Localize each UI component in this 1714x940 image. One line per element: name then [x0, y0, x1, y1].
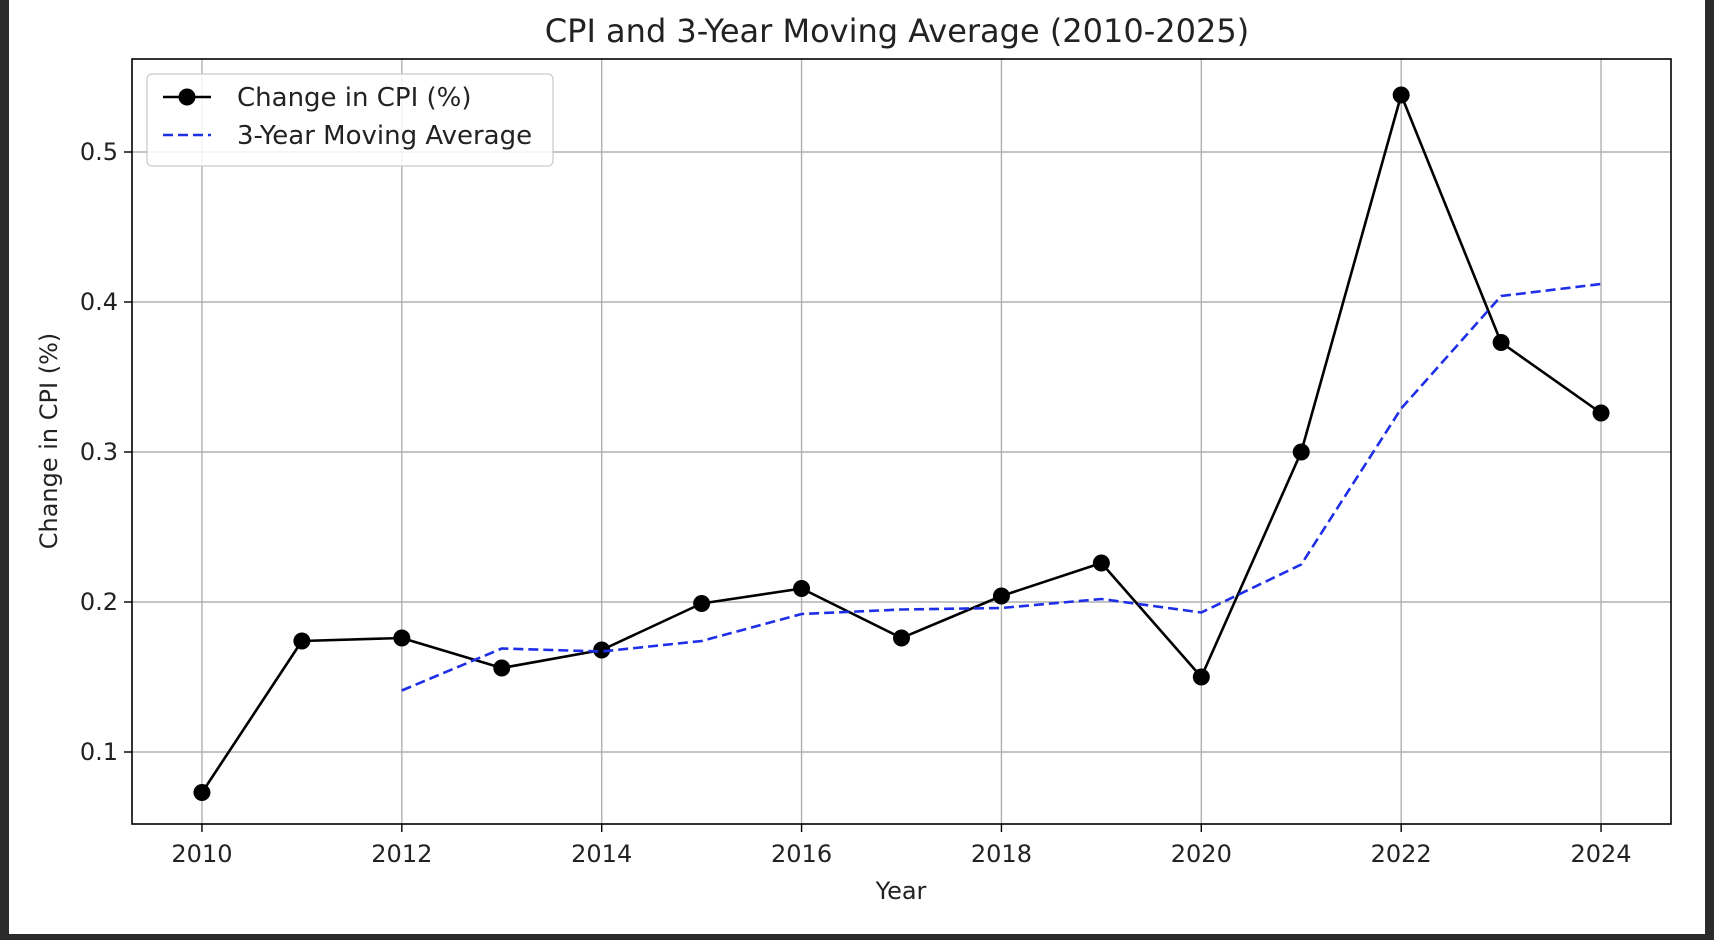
x-axis-label: Year	[875, 877, 927, 905]
chart-title: CPI and 3-Year Moving Average (2010-2025…	[545, 12, 1249, 50]
data-point	[193, 784, 211, 801]
y-tick-label: 0.1	[80, 738, 118, 766]
series-line-change-in-cpi	[200, 93, 1602, 794]
series-change-in-cpi	[193, 86, 1610, 801]
plot-area	[131, 58, 1672, 825]
x-tick-label: 2016	[771, 840, 832, 868]
legend-marker	[178, 88, 196, 106]
chart-figure: CPI and 3-Year Moving Average (2010-2025…	[9, 0, 1705, 934]
data-point	[1492, 334, 1510, 351]
y-tick-label: 0.3	[80, 438, 118, 466]
legend: Change in CPI (%) 3-Year Moving Average	[146, 73, 554, 167]
x-tick-label: 2014	[571, 840, 632, 868]
data-point	[1192, 668, 1210, 686]
data-point	[593, 641, 611, 659]
x-tick-label: 2010	[171, 840, 232, 868]
legend-label: Change in CPI (%)	[237, 83, 472, 113]
data-point	[393, 629, 411, 647]
data-point	[893, 629, 910, 647]
data-point	[793, 580, 811, 597]
x-tick-label: 2022	[1371, 840, 1432, 868]
data-point	[1392, 86, 1410, 104]
y-tick-label: 0.2	[80, 588, 118, 616]
x-tick-label: 2020	[1171, 840, 1232, 868]
legend-box	[146, 73, 554, 167]
data-point	[293, 632, 311, 650]
x-tick-label: 2024	[1571, 840, 1632, 868]
data-point	[992, 587, 1010, 605]
y-tick-label: 0.4	[80, 288, 118, 316]
data-point	[1092, 554, 1110, 572]
x-axis: 2010 2012 2014 2016 2018 2020 2022 2024	[171, 824, 1632, 868]
data-point	[1292, 443, 1310, 461]
x-tick-label: 2012	[371, 840, 432, 868]
grid-lines	[132, 59, 1671, 824]
line-chart: CPI and 3-Year Moving Average (2010-2025…	[35, 12, 1672, 905]
series-layer	[193, 86, 1610, 801]
y-axis-label: Change in CPI (%)	[35, 333, 63, 550]
y-tick-label: 0.5	[80, 138, 118, 166]
data-point	[693, 595, 711, 612]
x-tick-label: 2018	[971, 840, 1032, 868]
legend-label: 3-Year Moving Average	[237, 121, 532, 151]
y-axis: 0.1 0.2 0.3 0.4 0.5	[80, 138, 132, 766]
data-point	[1592, 404, 1610, 422]
data-point	[493, 659, 511, 677]
